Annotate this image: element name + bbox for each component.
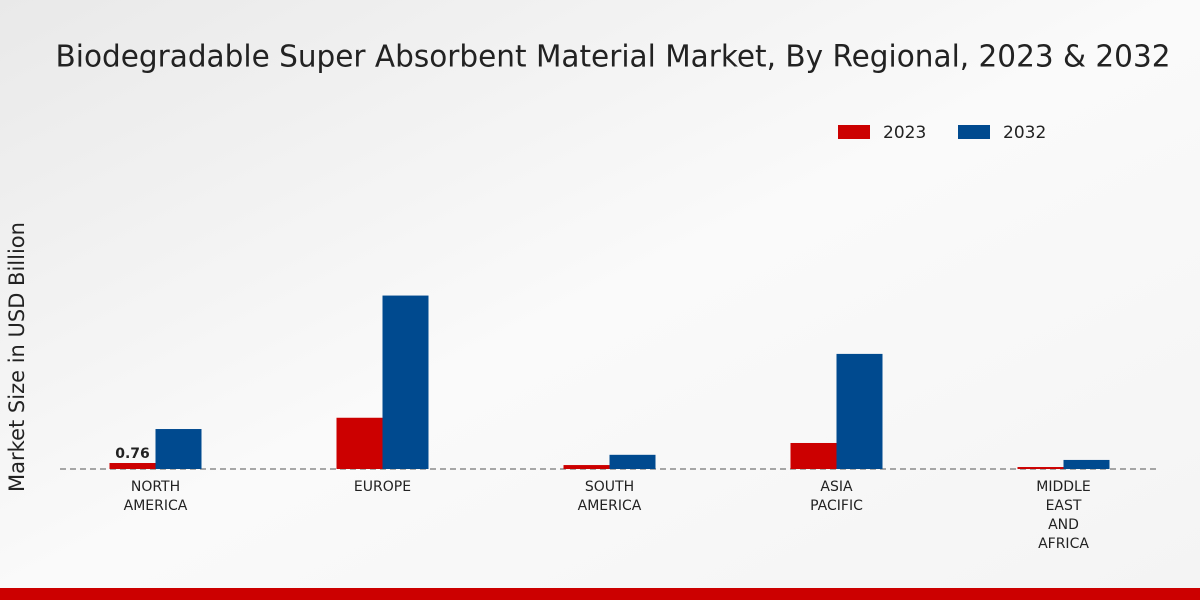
bar: [836, 353, 883, 469]
bar: [563, 465, 610, 469]
x-tick-label: SOUTH AMERICA: [578, 479, 642, 514]
chart-title: Biodegradable Super Absorbent Material M…: [56, 40, 1171, 75]
bar: [109, 463, 156, 469]
bar: [609, 454, 656, 469]
legend-swatch: [838, 125, 870, 139]
bar: [790, 442, 837, 469]
legend-label: 2032: [1003, 123, 1046, 143]
bar: [336, 417, 383, 469]
y-axis-label: Market Size in USD Billion: [5, 222, 29, 492]
footer-bar: [0, 588, 1200, 600]
legend-swatch: [958, 125, 990, 139]
bar: [382, 295, 429, 469]
x-tick-label: ASIA PACIFIC: [810, 479, 863, 514]
x-tick-label: NORTH AMERICA: [124, 479, 188, 514]
bar: [1063, 459, 1110, 469]
value-label: 0.76: [115, 446, 150, 462]
x-tick-label: MIDDLE EAST AND AFRICA: [1036, 479, 1090, 552]
x-tick-label: EUROPE: [354, 479, 411, 495]
bar: [1017, 467, 1064, 469]
legend-label: 2023: [883, 123, 926, 143]
bar: [155, 429, 202, 469]
